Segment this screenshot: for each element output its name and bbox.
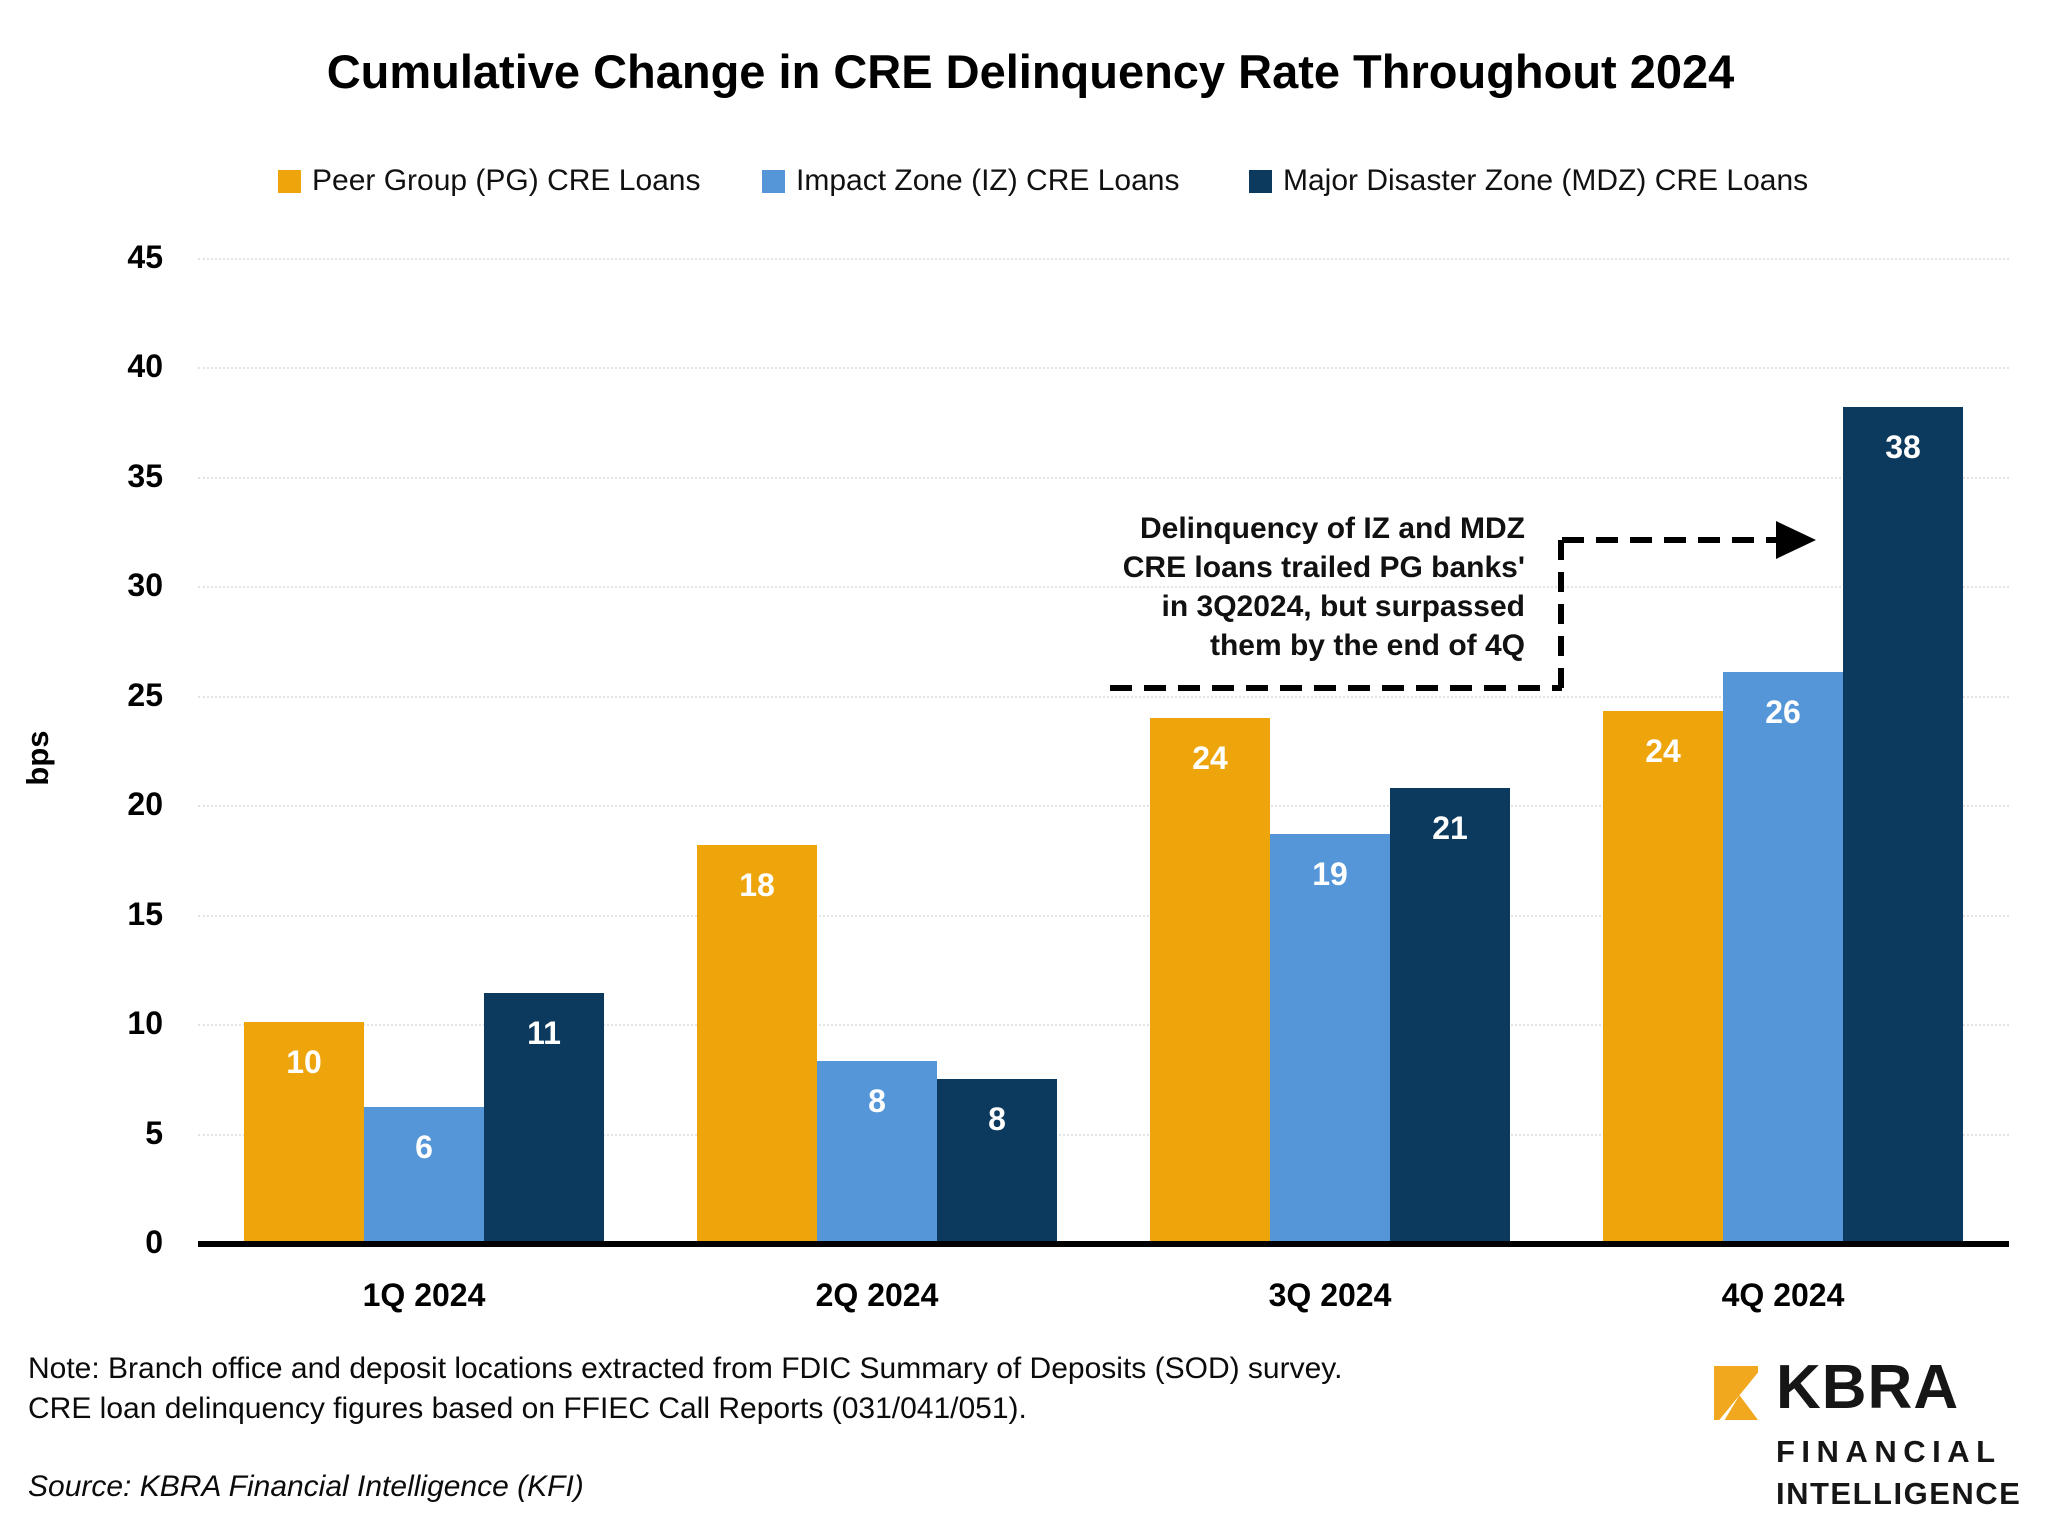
chart-title: Cumulative Change in CRE Delinquency Rat… (326, 45, 1735, 98)
bar-value-label: 21 (1432, 809, 1468, 846)
x-category-label-1: 1Q 2024 (362, 1277, 486, 1313)
y-tick-label-25: 25 (127, 676, 163, 713)
legend-label-pg: Peer Group (PG) CRE Loans (312, 164, 701, 197)
kbra-logo-intelligence: INTELLIGENCE (1776, 1476, 2022, 1511)
bar-value-label: 26 (1765, 693, 1801, 730)
legend-swatch-pg-icon (278, 169, 301, 193)
gridline-40 (198, 367, 2009, 370)
bar-value-label: 8 (868, 1083, 886, 1120)
bar-4q-2024-series-0 (1603, 711, 1723, 1243)
note-line-2: CRE loan delinquency figures based on FF… (28, 1392, 1027, 1425)
y-tick-label-15: 15 (127, 895, 163, 932)
y-tick-label-40: 40 (127, 348, 163, 385)
gridline-10 (198, 1024, 2009, 1027)
y-tick-label-10: 10 (127, 1005, 163, 1042)
bar-value-label: 24 (1645, 733, 1681, 770)
y-tick-label-45: 45 (127, 239, 163, 275)
legend-item-iz: Impact Zone (IZ) CRE Loans (762, 164, 1179, 198)
gridline-30 (198, 586, 2009, 589)
legend-item-mdz: Major Disaster Zone (MDZ) CRE Loans (1249, 164, 1808, 198)
annotation-dash-riser (1558, 540, 1564, 688)
bar-value-label: 11 (527, 1015, 561, 1052)
bar-1q-2024-series-0 (244, 1021, 364, 1243)
kbra-logo-mark-icon (1714, 1366, 1758, 1420)
annotation-dash-underline (1110, 685, 1562, 691)
note-line-1: Note: Branch office and deposit location… (28, 1352, 1343, 1385)
bar-2q-2024-series-2 (937, 1078, 1057, 1243)
annotation-line-3: in 3Q2024, but surpassed (1161, 590, 1525, 623)
annotation-line-2: CRE loans trailed PG banks' (1122, 551, 1525, 584)
y-tick-label-0: 0 (145, 1224, 163, 1260)
gridline-15 (198, 914, 2009, 917)
legend-label-mdz: Major Disaster Zone (MDZ) CRE Loans (1283, 164, 1809, 197)
bar-value-label: 6 (415, 1129, 433, 1166)
bar-value-label: 38 (1885, 428, 1921, 465)
bar-1q-2024-series-1 (364, 1107, 484, 1243)
gridline-35 (198, 476, 2009, 479)
legend-item-pg: Peer Group (PG) CRE Loans (278, 164, 701, 198)
y-tick-label-35: 35 (127, 457, 163, 494)
y-tick-label-30: 30 (127, 567, 163, 604)
annotation-text: Delinquency of IZ and MDZ CRE loans trai… (825, 509, 1525, 665)
x-category-label-3: 3Q 2024 (1268, 1277, 1392, 1313)
annotation-line-1: Delinquency of IZ and MDZ (1139, 512, 1525, 545)
kbra-logo: KBRA FINANCIAL INTELLIGENCE (1714, 1353, 2059, 1512)
bar-4q-2024-series-1 (1723, 671, 1843, 1243)
annotation-arrow-head-icon (1776, 521, 1816, 559)
bar-value-label: 19 (1312, 855, 1348, 892)
gridline-25 (198, 695, 2009, 698)
bar-3q-2024-series-0 (1150, 717, 1270, 1243)
bar-2q-2024-series-1 (817, 1061, 937, 1243)
kbra-logo-financial: FINANCIAL (1776, 1434, 2002, 1469)
bar-2q-2024-series-0 (697, 844, 817, 1243)
bar-1q-2024-series-2 (484, 993, 604, 1243)
gridline-45 (198, 258, 2009, 260)
bar-3q-2024-series-1 (1270, 833, 1390, 1243)
bar-3q-2024-series-2 (1390, 787, 1510, 1243)
x-category-label-4: 4Q 2024 (1721, 1277, 1845, 1313)
source-line: Source: KBRA Financial Intelligence (KFI… (28, 1470, 584, 1503)
bar-value-label: 18 (739, 866, 775, 903)
kbra-logo-brand: KBRA (1776, 1353, 1960, 1422)
bar-value-label: 10 (286, 1043, 322, 1080)
annotation-dash-arrow-shaft (1562, 537, 1776, 543)
bar-value-label: 24 (1192, 739, 1228, 776)
bar-value-label: 8 (988, 1100, 1006, 1137)
legend-swatch-mdz-icon (1249, 169, 1272, 193)
legend-label-iz: Impact Zone (IZ) CRE Loans (796, 164, 1180, 197)
bar-4q-2024-series-2 (1843, 406, 1963, 1243)
legend-swatch-iz-icon (762, 169, 785, 193)
y-tick-label-20: 20 (127, 786, 163, 823)
gridline-20 (198, 805, 2009, 808)
plot-area: 10 6 11 18 8 8 24 19 21 24 26 38 (198, 258, 2009, 1243)
x-category-label-2: 2Q 2024 (815, 1277, 939, 1313)
gridline-5 (198, 1133, 2009, 1136)
annotation-line-4: them by the end of 4Q (1209, 629, 1525, 662)
y-tick-label-5: 5 (145, 1114, 163, 1151)
x-axis-line (198, 1241, 2009, 1247)
